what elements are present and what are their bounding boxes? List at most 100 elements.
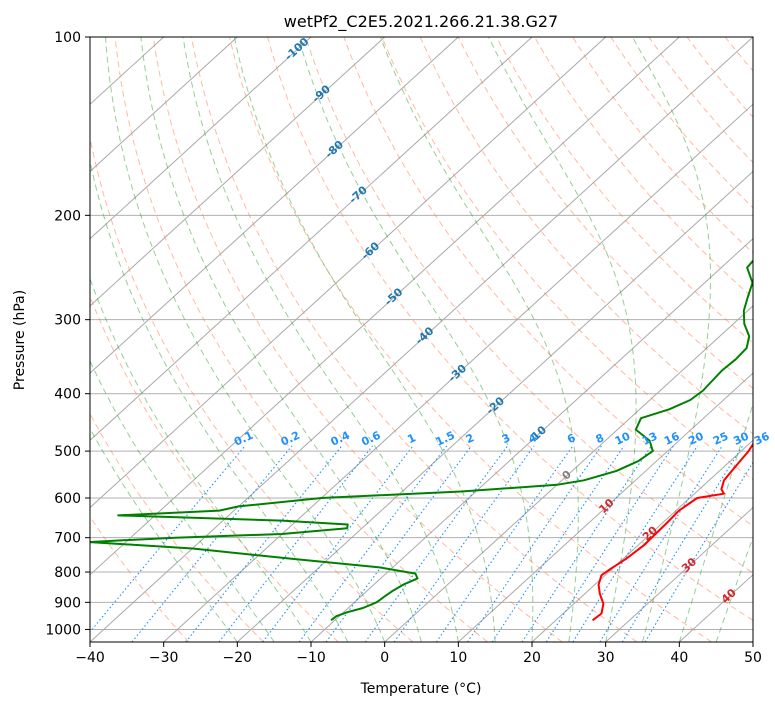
isotherm-line <box>90 37 533 442</box>
dry-adiabat-line <box>534 37 753 299</box>
x-tick-label: −30 <box>149 650 179 666</box>
mixing-ratio-line <box>467 445 602 642</box>
mixing-ratio-label: 6 <box>565 431 578 446</box>
moist-adiabat-line <box>233 37 496 642</box>
isotherm-line <box>531 439 753 642</box>
dry-adiabat-line <box>763 37 775 642</box>
isotherm-line <box>605 506 753 642</box>
moist-adiabat-line <box>715 535 753 642</box>
moist-adiabat-line <box>90 427 238 642</box>
dry-adiabat-line <box>90 515 190 642</box>
mixing-ratio-label: 0.1 <box>232 429 255 449</box>
dry-adiabat-line <box>267 37 753 622</box>
x-tick-label: −40 <box>75 650 105 666</box>
x-tick-label: 0 <box>380 650 389 666</box>
mixing-ratio-line <box>218 445 373 642</box>
isotherm-line <box>90 37 459 374</box>
moist-adiabat-line <box>182 37 459 642</box>
mixing-ratio-line <box>545 445 674 642</box>
dry-adiabat-line <box>90 135 414 642</box>
dry-adiabat-line <box>457 37 753 389</box>
dry-adiabat-line <box>381 37 753 481</box>
isotherm-line <box>90 37 238 173</box>
mixing-ratio-line <box>185 445 343 642</box>
moist-adiabat-line <box>678 401 753 642</box>
mixing-ratio-line <box>621 445 744 642</box>
x-axis-label: Temperature (°C) <box>360 681 482 697</box>
mixing-ratio-line <box>262 445 414 642</box>
dry-adiabat-line <box>724 37 753 72</box>
line-labels: -100-90-80-70-60-50-40-30-20-10010203040… <box>232 35 772 606</box>
y-tick-label: 900 <box>54 595 81 611</box>
dry-adiabat-line <box>572 37 753 254</box>
isotherm-label: -100 <box>282 35 311 63</box>
isotherm-line <box>163 103 753 642</box>
moist-adiabat-line <box>90 158 349 642</box>
x-tick-label: 50 <box>744 650 762 666</box>
isotherm-line <box>384 305 753 642</box>
isotherm-line <box>457 372 753 642</box>
isotherm-line <box>310 237 753 642</box>
mixing-ratio-label: 25 <box>711 430 730 448</box>
dry-adiabat-line <box>686 37 753 118</box>
y-axis-label: Pressure (hPa) <box>12 290 28 390</box>
dry-adiabat-line <box>114 37 488 642</box>
dry-adiabat-line <box>229 37 712 642</box>
mixing-ratio-line <box>521 445 652 642</box>
temperature-profile <box>591 442 753 622</box>
mixing-ratio-line <box>491 445 625 642</box>
mixing-ratio-label: 10 <box>613 429 633 447</box>
series-layer <box>90 259 753 622</box>
moist-adiabat-line <box>90 359 275 642</box>
x-tick-label: −20 <box>223 650 253 666</box>
mixing-ratio-label: 30 <box>731 429 751 447</box>
mixing-ratio-label: 8 <box>594 431 606 446</box>
mixing-ratio-label: 0.2 <box>279 429 302 449</box>
axes: −40 −30 −20 −10 0 10 20 30 40 5010020030040050060… <box>45 30 762 666</box>
y-tick-label: 500 <box>54 444 81 460</box>
y-tick-label: 1000 <box>45 622 81 638</box>
plot-frame <box>89 36 754 643</box>
y-tick-label: 400 <box>54 387 81 403</box>
x-tick-label: 10 <box>449 650 467 666</box>
moist-adiabat-line <box>380 37 579 642</box>
isotherm-line <box>90 37 680 576</box>
mixing-ratio-line <box>298 445 448 642</box>
dewpoint-profile <box>90 259 753 622</box>
moist-adiabat-line <box>488 37 637 642</box>
mixing-ratio-line <box>435 445 574 642</box>
mixing-ratio-line <box>364 445 509 642</box>
mixing-ratio-label: 1.5 <box>434 429 457 449</box>
isotherm-line <box>90 37 386 307</box>
background-lines <box>90 37 775 642</box>
mixing-ratio-line <box>572 445 699 642</box>
y-tick-label: 700 <box>54 531 81 547</box>
mixing-ratio-label: 16 <box>662 429 682 447</box>
mixing-ratio-line <box>90 445 246 633</box>
mixing-ratio-line <box>131 445 293 642</box>
isotherm-line <box>90 37 312 240</box>
dry-adiabat-line <box>305 37 753 574</box>
mixing-ratio-label: 20 <box>686 429 706 447</box>
dry-adiabat-line <box>419 37 753 435</box>
dry-adiabat-line <box>343 37 753 527</box>
moist-adiabat-line <box>632 37 711 642</box>
y-tick-label: 200 <box>54 208 81 224</box>
isotherm-line <box>90 37 607 509</box>
mixing-ratio-line <box>393 445 535 642</box>
y-tick-label: 600 <box>54 491 81 507</box>
y-tick-label: 300 <box>54 313 81 329</box>
dry-adiabat-line <box>90 295 339 642</box>
dry-adiabat-line <box>648 37 753 164</box>
x-tick-label: 40 <box>670 650 688 666</box>
isotherm-line <box>236 170 753 642</box>
y-tick-label: 100 <box>54 30 81 46</box>
moist-adiabat-line <box>140 37 422 642</box>
moist-adiabat-line <box>105 37 386 642</box>
x-tick-label: −10 <box>296 650 326 666</box>
mixing-ratio-label: 2 <box>464 431 476 446</box>
mixing-ratio-line <box>644 461 753 642</box>
moist-adiabat-line <box>90 277 312 642</box>
mixing-ratio-label: 13 <box>640 430 659 448</box>
